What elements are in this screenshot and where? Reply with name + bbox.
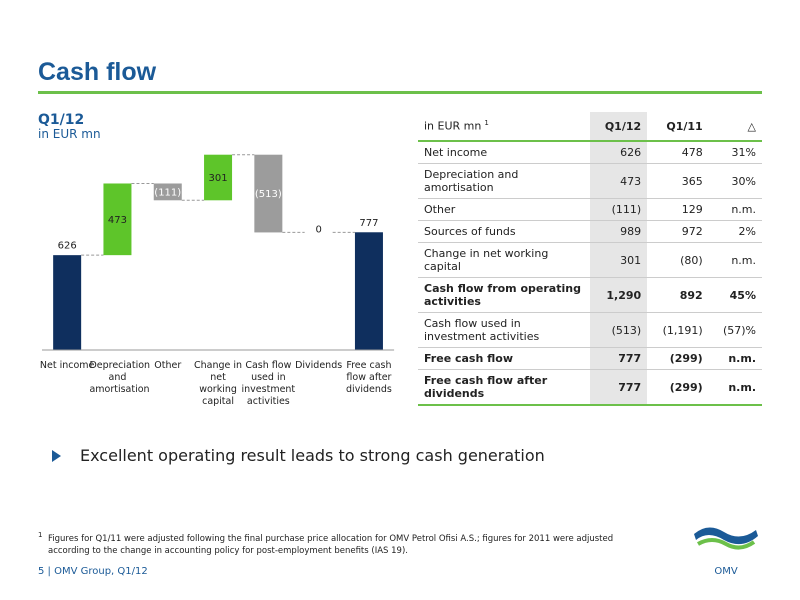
data-label: 301 bbox=[209, 173, 228, 184]
footnote: 1 Figures for Q1/11 were adjusted followi… bbox=[38, 531, 628, 557]
table-row: Free cash flow after dividends 777 (299) n.… bbox=[418, 369, 762, 406]
table-cell: Depreciation and amortisation bbox=[418, 163, 590, 199]
table-cell: 45% bbox=[708, 277, 762, 313]
table-cell: Free cash flow bbox=[418, 347, 590, 370]
table-cell: 892 bbox=[647, 277, 709, 313]
table-cell: 301 bbox=[590, 242, 648, 278]
logo: OMV bbox=[694, 527, 758, 577]
table-cell: 30% bbox=[708, 163, 762, 199]
bullet-text: Excellent operating result leads to stro… bbox=[80, 446, 545, 465]
table-cell: Change in net working capital bbox=[418, 242, 590, 278]
header-cell: △ bbox=[708, 112, 762, 142]
bar bbox=[204, 154, 233, 201]
table-cell: n.m. bbox=[708, 347, 762, 370]
table-cell: 31% bbox=[708, 141, 762, 164]
data-label: (111) bbox=[154, 187, 181, 198]
table-cell: n.m. bbox=[708, 369, 762, 406]
x-tick-label: Depreciation and amortisation bbox=[89, 360, 151, 395]
table-cell: 989 bbox=[590, 220, 648, 243]
x-tick-label: Cash flow used in investment activities bbox=[241, 360, 296, 407]
table-row: Sources of funds 989 972 2% bbox=[418, 220, 762, 243]
header-note: 1 bbox=[484, 119, 489, 128]
table-row: Cash flow from operating activities 1,290… bbox=[418, 277, 762, 313]
table-cell: 365 bbox=[647, 163, 709, 199]
data-label: 777 bbox=[359, 218, 378, 229]
table-cell: 626 bbox=[590, 141, 648, 164]
table-cell: 2% bbox=[708, 220, 762, 243]
table-cell: (513) bbox=[590, 312, 648, 348]
logo-swoosh-green bbox=[697, 538, 756, 550]
header-cell: Q1/11 bbox=[647, 112, 709, 142]
bar bbox=[153, 183, 182, 201]
bullet-icon bbox=[52, 450, 61, 462]
table-row: Net income 626 478 31% bbox=[418, 141, 762, 164]
table-cell: n.m. bbox=[708, 242, 762, 278]
footer: 5 | OMV Group, Q1/12 bbox=[38, 566, 148, 577]
bar bbox=[254, 154, 283, 233]
chart-title: Q1/12 bbox=[38, 112, 85, 128]
x-tick-label: Net income bbox=[39, 360, 95, 371]
x-tick-label: Free cash flow after dividends bbox=[346, 360, 392, 395]
x-tick-label: Change in net working capital bbox=[194, 360, 243, 407]
table-cell: 129 bbox=[647, 198, 709, 221]
bar bbox=[354, 232, 383, 350]
table-cell: 972 bbox=[647, 220, 709, 243]
table-cell: (111) bbox=[590, 198, 648, 221]
data-label: 626 bbox=[58, 241, 77, 252]
footnote-text: Figures for Q1/11 were adjusted followin… bbox=[48, 534, 614, 556]
title-rule bbox=[38, 91, 762, 94]
data-label: 0 bbox=[315, 224, 321, 235]
table-cell: Cash flow from operating activities bbox=[418, 277, 590, 313]
table-row: Change in net working capital 301 (80) n.m. bbox=[418, 242, 762, 278]
header-cell: Q1/12 bbox=[590, 112, 648, 142]
table-cell: n.m. bbox=[708, 198, 762, 221]
footnote-mark: 1 bbox=[38, 531, 43, 539]
table-cell: Free cash flow after dividends bbox=[418, 369, 590, 406]
table-row: Depreciation and amortisation 473 365 30% bbox=[418, 163, 762, 199]
table-cell: 777 bbox=[590, 347, 648, 370]
table-cell: (57)% bbox=[708, 312, 762, 348]
header-cell: in EUR mn 1 bbox=[418, 112, 590, 142]
table-cell: (299) bbox=[647, 369, 709, 406]
bar bbox=[103, 183, 132, 256]
logo-swoosh bbox=[694, 527, 758, 545]
table-cell: Other bbox=[418, 198, 590, 221]
table-row: Other (111) 129 n.m. bbox=[418, 198, 762, 221]
table-cell: Cash flow used in investment activities bbox=[418, 312, 590, 348]
table-cell: 478 bbox=[647, 141, 709, 164]
table-row: Cash flow used in investment activities(… bbox=[418, 312, 762, 348]
chart: 626 473 (111) 301 (513) 0 777 bbox=[42, 154, 395, 351]
table-cell: 473 bbox=[590, 163, 648, 199]
table-cell: 777 bbox=[590, 369, 648, 406]
table-cell: (1,191) bbox=[647, 312, 709, 348]
x-tick-label: Other bbox=[154, 360, 182, 371]
x-tick-label: Dividends bbox=[295, 360, 343, 371]
table-cell: (80) bbox=[647, 242, 709, 278]
data-label: 473 bbox=[108, 215, 127, 226]
table-cell: 1,290 bbox=[590, 277, 648, 313]
table-cell: Net income bbox=[418, 141, 590, 164]
bar bbox=[53, 255, 82, 350]
header-row: in EUR mn 1 Q1/12 Q1/11 △ bbox=[418, 112, 762, 142]
data-label: (513) bbox=[255, 189, 282, 200]
chart-subtitle: in EUR mn bbox=[38, 127, 101, 141]
table-row: Free cash flow 777 (299) n.m. bbox=[418, 347, 762, 370]
cash-flow-table: in EUR mn 1 Q1/12 Q1/11 △ Net income 626 478 31%… bbox=[418, 112, 762, 406]
logo-text: OMV bbox=[714, 566, 737, 577]
table-cell: Sources of funds bbox=[418, 220, 590, 243]
table-cell: (299) bbox=[647, 347, 709, 370]
slide-title: Cash flow bbox=[38, 58, 157, 86]
